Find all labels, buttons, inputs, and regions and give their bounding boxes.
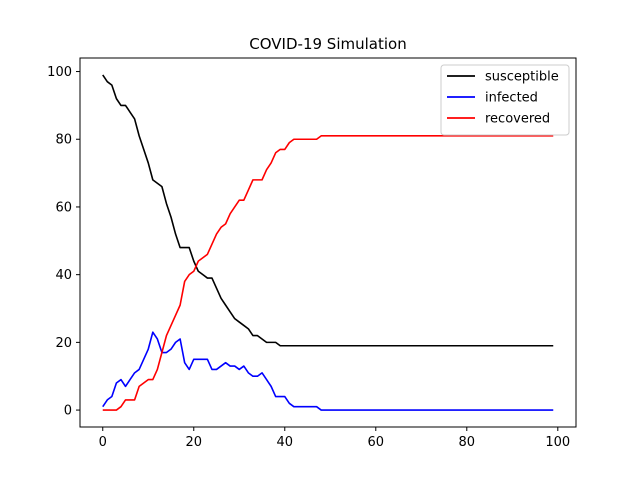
legend-label-susceptible: susceptible xyxy=(485,70,559,85)
axes-layer: 0 20 40 60 80 100 0 20 40 60 80 100 xyxy=(47,57,577,450)
y-tick-label-40: 40 xyxy=(55,268,72,283)
x-tick-label-20: 20 xyxy=(185,435,202,450)
chart-title: COVID-19 Simulation xyxy=(249,35,406,53)
legend-label-recovered: recovered xyxy=(485,112,550,127)
legend: susceptible infected recovered xyxy=(440,64,570,136)
series-layer xyxy=(102,74,554,411)
legend-label-infected: infected xyxy=(485,91,538,106)
y-tick-label-60: 60 xyxy=(55,200,72,215)
x-tick-label-100: 100 xyxy=(545,435,570,450)
y-tick-label-80: 80 xyxy=(55,133,72,148)
x-tick-label-60: 60 xyxy=(368,435,385,450)
x-tick-label-80: 80 xyxy=(459,435,476,450)
series-line-infected xyxy=(102,331,554,411)
y-tick-label-100: 100 xyxy=(47,65,72,80)
series-line-susceptible xyxy=(102,74,554,347)
x-tick-label-0: 0 xyxy=(99,435,107,450)
x-tick-label-40: 40 xyxy=(276,435,293,450)
axes-frame xyxy=(79,57,577,428)
y-tick-label-0: 0 xyxy=(64,404,72,419)
series-line-recovered xyxy=(102,135,554,411)
y-tick-label-20: 20 xyxy=(55,336,72,351)
